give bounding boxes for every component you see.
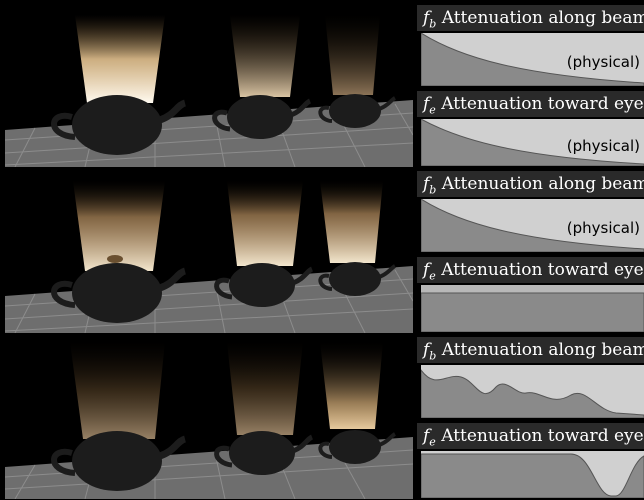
eye-attenuation-title-3: fe Attenuation toward eye [417,423,644,449]
physical-label: (physical) [566,137,640,155]
eye-attenuation-plot-2 [421,285,644,332]
scene-render-3 [5,337,413,499]
attenuation-panel-2: fb Attenuation along beam (physical) fe … [417,171,644,333]
eye-attenuation-plot-1: (physical) [421,119,644,166]
attenuation-panel-1: fb Attenuation along beam (physical) fe … [417,5,644,167]
physical-label: (physical) [566,219,640,237]
scene-render-1 [5,5,413,167]
attenuation-panel-3: fb Attenuation along beam fe Attenuation… [417,337,644,499]
beam-attenuation-plot-2: (physical) [421,199,644,252]
row-1: fb Attenuation along beam (physical) fe … [0,5,644,167]
beam-attenuation-title-3: fb Attenuation along beam [417,337,644,363]
beam-attenuation-plot-1: (physical) [421,33,644,86]
row-2: fb Attenuation along beam (physical) fe … [0,171,644,333]
teapot-scene-3 [5,337,413,499]
beam-attenuation-plot-3 [421,365,644,418]
eye-attenuation-title-1: fe Attenuation toward eye [417,91,644,117]
beam-attenuation-title-2: fb Attenuation along beam [417,171,644,197]
scene-render-2 [5,171,413,333]
teapot-scene-2 [5,171,413,333]
beam-attenuation-title-1: fb Attenuation along beam [417,5,644,31]
row-3: fb Attenuation along beam fe Attenuation… [0,337,644,499]
eye-attenuation-title-2: fe Attenuation toward eye [417,257,644,283]
teapot-scene-1 [5,5,413,167]
eye-attenuation-plot-3 [421,451,644,498]
physical-label: (physical) [566,53,640,71]
